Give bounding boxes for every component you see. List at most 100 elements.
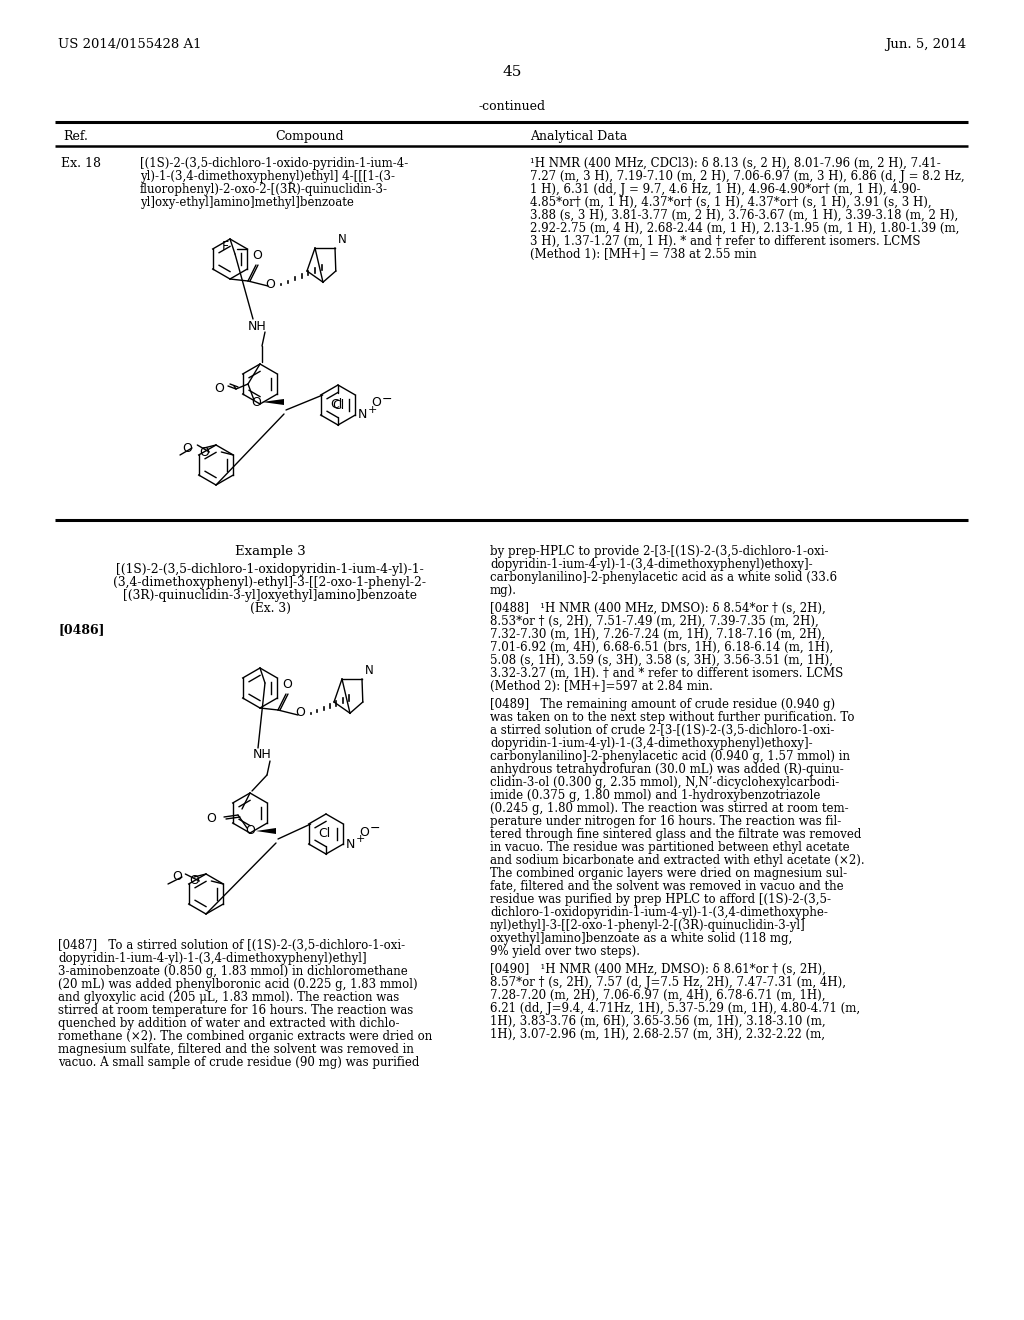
Text: −: − xyxy=(370,821,380,834)
Text: −: − xyxy=(381,392,392,405)
Text: NH: NH xyxy=(248,319,266,333)
Polygon shape xyxy=(256,828,276,834)
Text: Ex. 18: Ex. 18 xyxy=(61,157,101,170)
Text: (20 mL) was added phenylboronic acid (0.225 g, 1.83 mmol): (20 mL) was added phenylboronic acid (0.… xyxy=(58,978,418,991)
Text: O: O xyxy=(295,706,305,719)
Text: fluorophenyl)-2-oxo-2-[(3R)-quinuclidin-3-: fluorophenyl)-2-oxo-2-[(3R)-quinuclidin-… xyxy=(140,183,388,195)
Text: dopyridin-1-ium-4-yl)-1-(3,4-dimethoxyphenyl)ethoxy]-: dopyridin-1-ium-4-yl)-1-(3,4-dimethoxyph… xyxy=(490,737,813,750)
Text: (Method 2): [MH+]=597 at 2.84 min.: (Method 2): [MH+]=597 at 2.84 min. xyxy=(490,680,713,693)
Text: dopyridin-1-ium-4-yl)-1-(3,4-dimethoxyphenyl)ethoxy]-: dopyridin-1-ium-4-yl)-1-(3,4-dimethoxyph… xyxy=(490,558,813,572)
Text: 8.53*or † (s, 2H), 7.51-7.49 (m, 2H), 7.39-7.35 (m, 2H),: 8.53*or † (s, 2H), 7.51-7.49 (m, 2H), 7.… xyxy=(490,615,819,628)
Text: Example 3: Example 3 xyxy=(234,545,305,558)
Text: (3,4-dimethoxyphenyl)-ethyl]-3-[[2-oxo-1-phenyl-2-: (3,4-dimethoxyphenyl)-ethyl]-3-[[2-oxo-1… xyxy=(114,576,427,589)
Text: nyl)ethyl]-3-[[2-oxo-1-phenyl-2-[(3R)-quinuclidin-3-yl]: nyl)ethyl]-3-[[2-oxo-1-phenyl-2-[(3R)-qu… xyxy=(490,919,806,932)
Text: +: + xyxy=(355,834,365,843)
Text: O: O xyxy=(172,870,182,883)
Text: [0490]   ¹H NMR (400 MHz, DMSO): δ 8.61*or † (s, 2H),: [0490] ¹H NMR (400 MHz, DMSO): δ 8.61*or… xyxy=(490,964,826,975)
Text: romethane (×2). The combined organic extracts were dried on: romethane (×2). The combined organic ext… xyxy=(58,1030,432,1043)
Text: 2.92-2.75 (m, 4 H), 2.68-2.44 (m, 1 H), 2.13-1.95 (m, 1 H), 1.80-1.39 (m,: 2.92-2.75 (m, 4 H), 2.68-2.44 (m, 1 H), … xyxy=(530,222,959,235)
Text: 6.21 (dd, J=9.4, 4.71Hz, 1H), 5.37-5.29 (m, 1H), 4.80-4.71 (m,: 6.21 (dd, J=9.4, 4.71Hz, 1H), 5.37-5.29 … xyxy=(490,1002,860,1015)
Text: 3 H), 1.37-1.27 (m, 1 H). * and † refer to different isomers. LCMS: 3 H), 1.37-1.27 (m, 1 H). * and † refer … xyxy=(530,235,921,248)
Text: 7.32-7.30 (m, 1H), 7.26-7.24 (m, 1H), 7.18-7.16 (m, 2H),: 7.32-7.30 (m, 1H), 7.26-7.24 (m, 1H), 7.… xyxy=(490,628,825,642)
Text: imide (0.375 g, 1.80 mmol) and 1-hydroxybenzotriazole: imide (0.375 g, 1.80 mmol) and 1-hydroxy… xyxy=(490,789,820,803)
Text: and glyoxylic acid (205 μL, 1.83 mmol). The reaction was: and glyoxylic acid (205 μL, 1.83 mmol). … xyxy=(58,991,399,1005)
Text: 9% yield over two steps).: 9% yield over two steps). xyxy=(490,945,640,958)
Text: vacuo. A small sample of crude residue (90 mg) was purified: vacuo. A small sample of crude residue (… xyxy=(58,1056,420,1069)
Text: 1 H), 6.31 (dd, J = 9.7, 4.6 Hz, 1 H), 4.96-4.90*or† (m, 1 H), 4.90-: 1 H), 6.31 (dd, J = 9.7, 4.6 Hz, 1 H), 4… xyxy=(530,183,921,195)
Text: O: O xyxy=(182,441,193,454)
Text: Cl: Cl xyxy=(330,399,342,411)
Text: (Ex. 3): (Ex. 3) xyxy=(250,602,291,615)
Text: quenched by addition of water and extracted with dichlo-: quenched by addition of water and extrac… xyxy=(58,1016,399,1030)
Text: N: N xyxy=(357,408,367,421)
Text: (0.245 g, 1.80 mmol). The reaction was stirred at room tem-: (0.245 g, 1.80 mmol). The reaction was s… xyxy=(490,803,849,814)
Text: fate, filtered and the solvent was removed in vacuo and the: fate, filtered and the solvent was remov… xyxy=(490,880,844,894)
Text: The combined organic layers were dried on magnesium sul-: The combined organic layers were dried o… xyxy=(490,867,847,880)
Text: N: N xyxy=(338,234,347,246)
Text: yl]oxy-ethyl]amino]methyl]benzoate: yl]oxy-ethyl]amino]methyl]benzoate xyxy=(140,195,354,209)
Text: O: O xyxy=(251,396,261,408)
Text: 8.57*or † (s, 2H), 7.57 (d, J=7.5 Hz, 2H), 7.47-7.31 (m, 4H),: 8.57*or † (s, 2H), 7.57 (d, J=7.5 Hz, 2H… xyxy=(490,975,846,989)
Text: by prep-HPLC to provide 2-[3-[(1S)-2-(3,5-dichloro-1-oxi-: by prep-HPLC to provide 2-[3-[(1S)-2-(3,… xyxy=(490,545,828,558)
Text: oxyethyl]amino]benzoate as a white solid (118 mg,: oxyethyl]amino]benzoate as a white solid… xyxy=(490,932,793,945)
Text: 45: 45 xyxy=(503,65,521,79)
Text: O: O xyxy=(189,874,200,887)
Text: O: O xyxy=(245,825,255,837)
Text: 3.88 (s, 3 H), 3.81-3.77 (m, 2 H), 3.76-3.67 (m, 1 H), 3.39-3.18 (m, 2 H),: 3.88 (s, 3 H), 3.81-3.77 (m, 2 H), 3.76-… xyxy=(530,209,958,222)
Text: [0486]: [0486] xyxy=(58,623,104,636)
Text: N: N xyxy=(365,664,374,677)
Text: 5.08 (s, 1H), 3.59 (s, 3H), 3.58 (s, 3H), 3.56-3.51 (m, 1H),: 5.08 (s, 1H), 3.59 (s, 3H), 3.58 (s, 3H)… xyxy=(490,653,833,667)
Text: a stirred solution of crude 2-[3-[(1S)-2-(3,5-dichloro-1-oxi-: a stirred solution of crude 2-[3-[(1S)-2… xyxy=(490,723,835,737)
Text: O: O xyxy=(214,383,224,396)
Text: -continued: -continued xyxy=(478,100,546,114)
Text: O: O xyxy=(252,249,262,261)
Text: N: N xyxy=(345,837,354,850)
Text: [(3R)-quinuclidin-3-yl]oxyethyl]amino]benzoate: [(3R)-quinuclidin-3-yl]oxyethyl]amino]be… xyxy=(123,589,417,602)
Text: O: O xyxy=(200,446,209,458)
Text: in vacuo. The residue was partitioned between ethyl acetate: in vacuo. The residue was partitioned be… xyxy=(490,841,850,854)
Text: dichloro-1-oxidopyridin-1-ium-4-yl)-1-(3,4-dimethoxyphe-: dichloro-1-oxidopyridin-1-ium-4-yl)-1-(3… xyxy=(490,906,827,919)
Text: [0487]   To a stirred solution of [(1S)-2-(3,5-dichloro-1-oxi-: [0487] To a stirred solution of [(1S)-2-… xyxy=(58,939,406,952)
Text: 3.32-3.27 (m, 1H). † and * refer to different isomers. LCMS: 3.32-3.27 (m, 1H). † and * refer to diff… xyxy=(490,667,843,680)
Text: [(1S)-2-(3,5-dichloro-1-oxidopyridin-1-ium-4-yl)-1-: [(1S)-2-(3,5-dichloro-1-oxidopyridin-1-i… xyxy=(116,564,424,576)
Text: [(1S)-2-(3,5-dichloro-1-oxido-pyridin-1-ium-4-: [(1S)-2-(3,5-dichloro-1-oxido-pyridin-1-… xyxy=(140,157,409,170)
Text: Ref.: Ref. xyxy=(63,129,88,143)
Text: mg).: mg). xyxy=(490,583,517,597)
Text: Jun. 5, 2014: Jun. 5, 2014 xyxy=(885,38,966,51)
Text: Cl: Cl xyxy=(332,399,344,412)
Text: magnesium sulfate, filtered and the solvent was removed in: magnesium sulfate, filtered and the solv… xyxy=(58,1043,414,1056)
Text: ¹H NMR (400 MHz, CDCl3): δ 8.13 (s, 2 H), 8.01-7.96 (m, 2 H), 7.41-: ¹H NMR (400 MHz, CDCl3): δ 8.13 (s, 2 H)… xyxy=(530,157,941,170)
Text: 4.85*or† (m, 1 H), 4.37*or† (s, 1 H), 4.37*or† (s, 1 H), 3.91 (s, 3 H),: 4.85*or† (m, 1 H), 4.37*or† (s, 1 H), 4.… xyxy=(530,195,932,209)
Text: clidin-3-ol (0.300 g, 2.35 mmol), N,N’-dicyclohexylcarbodi-: clidin-3-ol (0.300 g, 2.35 mmol), N,N’-d… xyxy=(490,776,840,789)
Text: stirred at room temperature for 16 hours. The reaction was: stirred at room temperature for 16 hours… xyxy=(58,1005,414,1016)
Text: Cl: Cl xyxy=(317,828,330,840)
Text: tered through fine sintered glass and the filtrate was removed: tered through fine sintered glass and th… xyxy=(490,828,861,841)
Polygon shape xyxy=(262,399,284,405)
Text: carbonylanilino]-2-phenylacetic acid as a white solid (33.6: carbonylanilino]-2-phenylacetic acid as … xyxy=(490,572,838,583)
Text: [0489]   The remaining amount of crude residue (0.940 g): [0489] The remaining amount of crude res… xyxy=(490,698,836,711)
Text: F: F xyxy=(222,240,229,253)
Text: carbonylanilino]-2-phenylacetic acid (0.940 g, 1.57 mmol) in: carbonylanilino]-2-phenylacetic acid (0.… xyxy=(490,750,850,763)
Text: (Method 1): [MH+] = 738 at 2.55 min: (Method 1): [MH+] = 738 at 2.55 min xyxy=(530,248,757,261)
Text: anhydrous tetrahydrofuran (30.0 mL) was added (R)-quinu-: anhydrous tetrahydrofuran (30.0 mL) was … xyxy=(490,763,844,776)
Text: was taken on to the next step without further purification. To: was taken on to the next step without fu… xyxy=(490,711,854,723)
Text: O: O xyxy=(372,396,381,409)
Text: +: + xyxy=(368,405,377,414)
Text: perature under nitrogen for 16 hours. The reaction was fil-: perature under nitrogen for 16 hours. Th… xyxy=(490,814,842,828)
Text: Analytical Data: Analytical Data xyxy=(530,129,628,143)
Text: 1H), 3.07-2.96 (m, 1H), 2.68-2.57 (m, 3H), 2.32-2.22 (m,: 1H), 3.07-2.96 (m, 1H), 2.68-2.57 (m, 3H… xyxy=(490,1028,825,1041)
Text: residue was purified by prep HPLC to afford [(1S)-2-(3,5-: residue was purified by prep HPLC to aff… xyxy=(490,894,831,906)
Text: O: O xyxy=(206,812,216,825)
Text: and sodium bicarbonate and extracted with ethyl acetate (×2).: and sodium bicarbonate and extracted wit… xyxy=(490,854,864,867)
Text: US 2014/0155428 A1: US 2014/0155428 A1 xyxy=(58,38,202,51)
Text: 7.27 (m, 3 H), 7.19-7.10 (m, 2 H), 7.06-6.97 (m, 3 H), 6.86 (d, J = 8.2 Hz,: 7.27 (m, 3 H), 7.19-7.10 (m, 2 H), 7.06-… xyxy=(530,170,965,183)
Text: 3-aminobenzoate (0.850 g, 1.83 mmol) in dichloromethane: 3-aminobenzoate (0.850 g, 1.83 mmol) in … xyxy=(58,965,408,978)
Text: dopyridin-1-ium-4-yl)-1-(3,4-dimethoxyphenyl)ethyl]: dopyridin-1-ium-4-yl)-1-(3,4-dimethoxyph… xyxy=(58,952,367,965)
Text: Compound: Compound xyxy=(275,129,344,143)
Text: 7.01-6.92 (m, 4H), 6.68-6.51 (brs, 1H), 6.18-6.14 (m, 1H),: 7.01-6.92 (m, 4H), 6.68-6.51 (brs, 1H), … xyxy=(490,642,834,653)
Text: NH: NH xyxy=(253,748,271,762)
Text: [0488]   ¹H NMR (400 MHz, DMSO): δ 8.54*or † (s, 2H),: [0488] ¹H NMR (400 MHz, DMSO): δ 8.54*or… xyxy=(490,602,825,615)
Text: 7.28-7.20 (m, 2H), 7.06-6.97 (m, 4H), 6.78-6.71 (m, 1H),: 7.28-7.20 (m, 2H), 7.06-6.97 (m, 4H), 6.… xyxy=(490,989,825,1002)
Text: yl)-1-(3,4-dimethoxyphenyl)ethyl] 4-[[[1-(3-: yl)-1-(3,4-dimethoxyphenyl)ethyl] 4-[[[1… xyxy=(140,170,395,183)
Text: O: O xyxy=(282,678,292,690)
